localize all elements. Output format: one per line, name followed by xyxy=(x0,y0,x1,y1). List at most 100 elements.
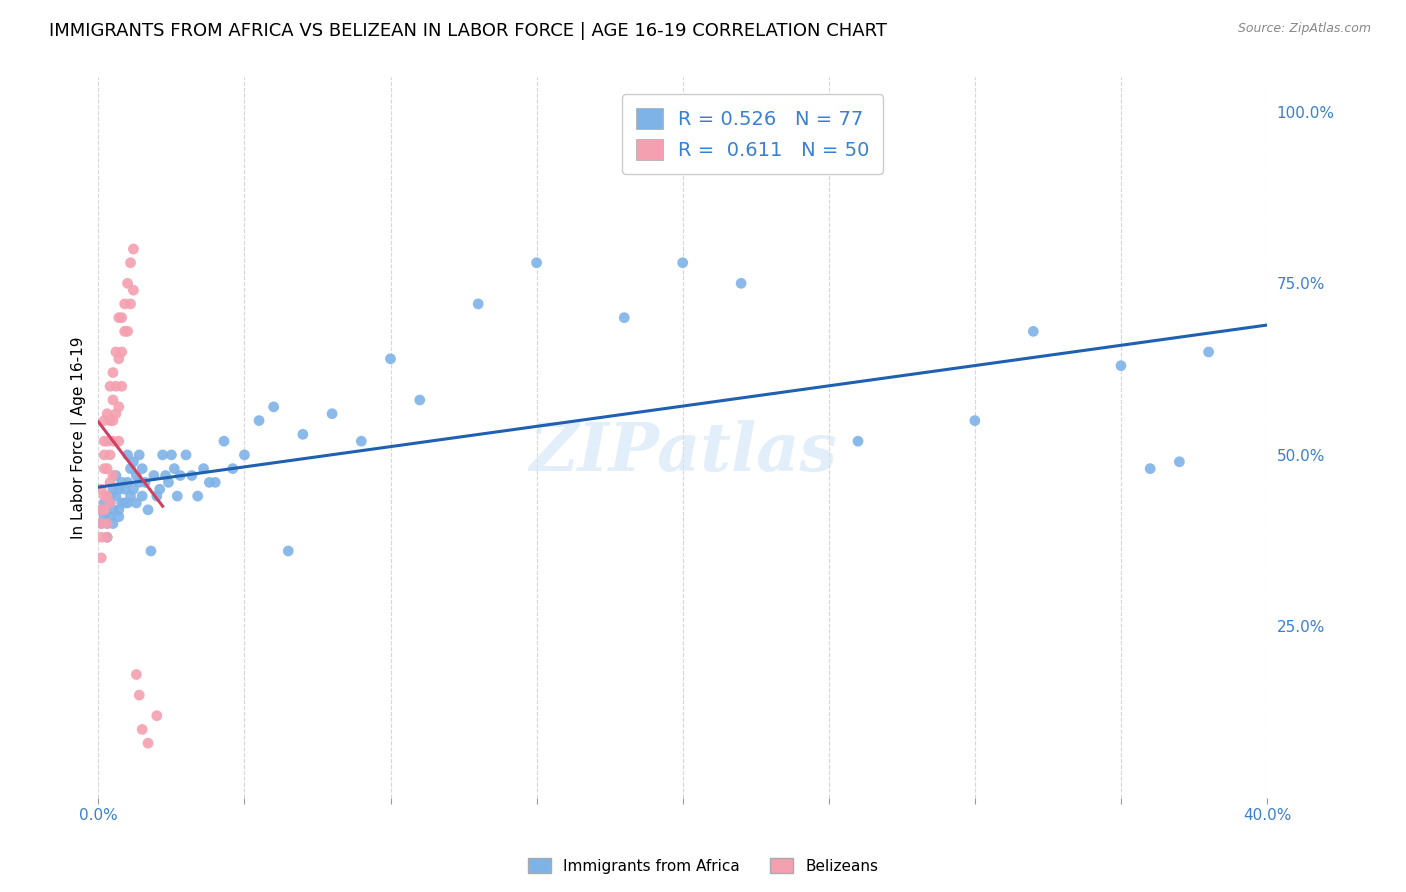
Point xyxy=(146,489,169,503)
Point xyxy=(247,414,270,428)
Point xyxy=(155,468,177,483)
Point xyxy=(122,283,145,297)
Point xyxy=(93,489,115,503)
Point xyxy=(90,482,112,496)
Point xyxy=(149,482,172,496)
Point xyxy=(107,310,129,325)
Text: IMMIGRANTS FROM AFRICA VS BELIZEAN IN LABOR FORCE | AGE 16-19 CORRELATION CHART: IMMIGRANTS FROM AFRICA VS BELIZEAN IN LA… xyxy=(49,22,887,40)
Point xyxy=(101,468,124,483)
Point xyxy=(98,496,121,510)
Point xyxy=(117,448,139,462)
Point xyxy=(180,468,202,483)
Point xyxy=(128,475,150,490)
Point xyxy=(96,489,118,503)
Point xyxy=(101,392,124,407)
Point xyxy=(117,496,139,510)
Point xyxy=(90,516,112,531)
Text: ZIPatlas: ZIPatlas xyxy=(529,419,837,484)
Point xyxy=(131,723,153,737)
Point xyxy=(1168,455,1191,469)
Point xyxy=(107,482,129,496)
Point xyxy=(526,256,548,270)
Point xyxy=(93,496,115,510)
Point xyxy=(380,351,402,366)
Point xyxy=(98,496,121,510)
Point xyxy=(120,461,142,475)
Point xyxy=(122,482,145,496)
Point xyxy=(1198,345,1220,359)
Point xyxy=(1139,461,1161,475)
Point xyxy=(409,392,432,407)
Point xyxy=(125,496,148,510)
Point xyxy=(90,550,112,565)
Point xyxy=(467,297,489,311)
Point xyxy=(120,297,142,311)
Point xyxy=(96,434,118,449)
Point xyxy=(131,489,153,503)
Point xyxy=(93,503,115,517)
Point xyxy=(321,407,343,421)
Point xyxy=(134,475,156,490)
Point xyxy=(277,544,299,558)
Point xyxy=(96,530,118,544)
Point xyxy=(963,414,986,428)
Point xyxy=(122,455,145,469)
Point xyxy=(222,461,245,475)
Point xyxy=(111,345,134,359)
Point xyxy=(90,503,112,517)
Point xyxy=(93,461,115,475)
Point xyxy=(1022,324,1045,338)
Point xyxy=(117,277,139,291)
Point xyxy=(613,310,636,325)
Point xyxy=(142,468,165,483)
Point xyxy=(120,489,142,503)
Point xyxy=(107,351,129,366)
Point xyxy=(163,461,186,475)
Point xyxy=(104,489,127,503)
Point xyxy=(193,461,215,475)
Point xyxy=(101,434,124,449)
Point xyxy=(96,461,118,475)
Point xyxy=(152,448,174,462)
Point xyxy=(212,434,235,449)
Point xyxy=(90,516,112,531)
Point xyxy=(96,516,118,531)
Point xyxy=(98,509,121,524)
Point xyxy=(672,256,695,270)
Point xyxy=(128,448,150,462)
Point xyxy=(104,468,127,483)
Point xyxy=(111,496,134,510)
Point xyxy=(204,475,226,490)
Point xyxy=(120,256,142,270)
Point xyxy=(111,475,134,490)
Point xyxy=(98,489,121,503)
Point xyxy=(1109,359,1132,373)
Legend: R = 0.526   N = 77, R =  0.611   N = 50: R = 0.526 N = 77, R = 0.611 N = 50 xyxy=(621,95,883,174)
Point xyxy=(146,708,169,723)
Point xyxy=(93,448,115,462)
Point xyxy=(107,434,129,449)
Point xyxy=(96,516,118,531)
Point xyxy=(107,509,129,524)
Point xyxy=(291,427,314,442)
Point xyxy=(263,400,285,414)
Point xyxy=(157,475,180,490)
Point xyxy=(98,448,121,462)
Point xyxy=(101,516,124,531)
Point xyxy=(104,407,127,421)
Point xyxy=(114,297,136,311)
Point xyxy=(122,242,145,256)
Point xyxy=(101,482,124,496)
Point xyxy=(114,496,136,510)
Point xyxy=(90,530,112,544)
Point xyxy=(96,530,118,544)
Point xyxy=(114,482,136,496)
Point xyxy=(136,736,159,750)
Point xyxy=(160,448,183,462)
Point xyxy=(93,434,115,449)
Point xyxy=(139,544,162,558)
Point xyxy=(98,379,121,393)
Point xyxy=(101,366,124,380)
Point xyxy=(125,468,148,483)
Point xyxy=(93,414,115,428)
